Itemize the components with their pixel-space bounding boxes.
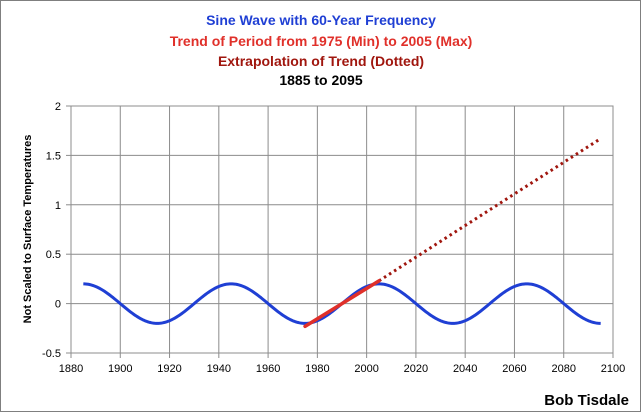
gridlines [70, 105, 614, 354]
x-tick-label: 1980 [305, 363, 329, 375]
y-tick-label: 0 [55, 299, 61, 311]
x-tick-label: 2080 [551, 363, 575, 375]
x-tick-label: 1920 [157, 363, 181, 375]
x-tick-label: 1880 [59, 363, 83, 375]
credit-label: Bob Tisdale [544, 392, 629, 409]
y-tick-label: 0.5 [46, 249, 61, 261]
series-group [83, 137, 602, 329]
x-axis: 1880 1900 1920 1940 1960 1980 2000 2020 2040 2060… [59, 353, 625, 375]
y-tick-label: 1.5 [46, 150, 61, 162]
y-tick-label: 2 [55, 101, 61, 113]
y-axis: -0.5 0 0.5 1 1.5 2 [42, 101, 71, 360]
chart-title-line-3: Extrapolation of Trend (Dotted) [218, 53, 424, 69]
y-tick-label: -0.5 [42, 348, 61, 360]
x-tick-label: 2000 [354, 363, 378, 375]
extrapolation-series [378, 137, 602, 283]
y-tick-label: 1 [55, 200, 61, 212]
trend-series [303, 279, 381, 329]
x-tick-label: 2040 [453, 363, 477, 375]
x-tick-label: 1900 [108, 363, 132, 375]
x-tick-label: 1940 [207, 363, 231, 375]
chart-title-line-4: 1885 to 2095 [279, 72, 362, 88]
chart-title-line-1: Sine Wave with 60-Year Frequency [206, 12, 436, 28]
chart-title-line-2: Trend of Period from 1975 (Min) to 2005 … [170, 33, 473, 49]
x-tick-label: 2060 [502, 363, 526, 375]
x-tick-label: 1960 [256, 363, 280, 375]
plot-area [70, 105, 614, 354]
x-tick-label: 2020 [404, 363, 428, 375]
y-axis-label: Not Scaled to Surface Temperatures [22, 135, 34, 324]
x-tick-label: 2100 [601, 363, 625, 375]
